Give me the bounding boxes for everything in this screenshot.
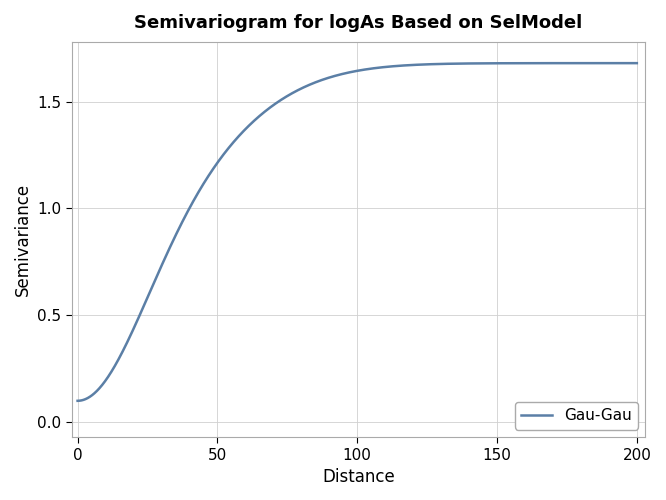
Legend: Gau-Gau: Gau-Gau bbox=[515, 402, 637, 429]
Gau-Gau bbox=[102, 376, 110, 382]
Gau-Gau bbox=[346, 70, 354, 75]
Y-axis label: Semivariance: Semivariance bbox=[14, 183, 32, 296]
Gau-Gau bbox=[331, 73, 339, 79]
Gau-Gau bbox=[514, 60, 522, 66]
Gau-Gau bbox=[616, 60, 624, 66]
Gau-Gau bbox=[617, 60, 625, 66]
Title: Semivariogram for logAs Based on SelModel: Semivariogram for logAs Based on SelMode… bbox=[135, 14, 583, 32]
X-axis label: Distance: Distance bbox=[322, 468, 395, 486]
Line: Gau-Gau: Gau-Gau bbox=[77, 63, 637, 401]
Gau-Gau bbox=[633, 60, 641, 66]
Gau-Gau bbox=[73, 398, 81, 404]
